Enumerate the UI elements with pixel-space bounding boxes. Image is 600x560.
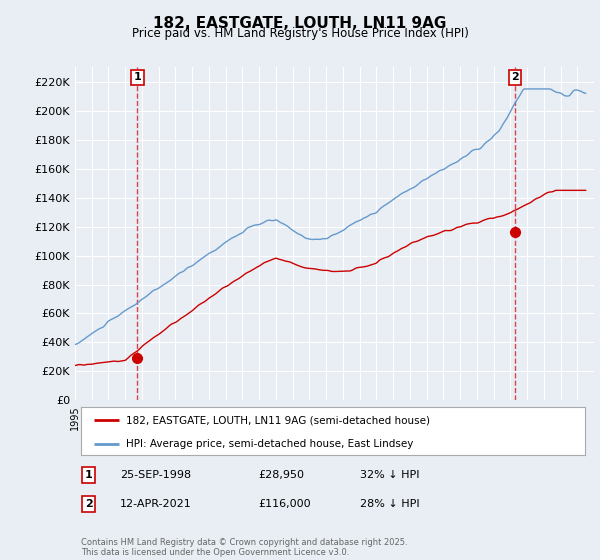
Text: 182, EASTGATE, LOUTH, LN11 9AG (semi-detached house): 182, EASTGATE, LOUTH, LN11 9AG (semi-det… (127, 416, 430, 426)
Text: £116,000: £116,000 (258, 499, 311, 509)
Text: 1: 1 (134, 72, 142, 82)
Text: 12-APR-2021: 12-APR-2021 (120, 499, 192, 509)
Text: Contains HM Land Registry data © Crown copyright and database right 2025.
This d: Contains HM Land Registry data © Crown c… (81, 538, 407, 557)
Text: Price paid vs. HM Land Registry's House Price Index (HPI): Price paid vs. HM Land Registry's House … (131, 27, 469, 40)
Text: 2: 2 (511, 72, 519, 82)
Text: 32% ↓ HPI: 32% ↓ HPI (360, 470, 419, 480)
Text: HPI: Average price, semi-detached house, East Lindsey: HPI: Average price, semi-detached house,… (127, 439, 414, 449)
Text: 2: 2 (85, 499, 92, 509)
Text: 25-SEP-1998: 25-SEP-1998 (120, 470, 191, 480)
Text: 28% ↓ HPI: 28% ↓ HPI (360, 499, 419, 509)
Text: £28,950: £28,950 (258, 470, 304, 480)
Text: 182, EASTGATE, LOUTH, LN11 9AG: 182, EASTGATE, LOUTH, LN11 9AG (154, 16, 446, 31)
Text: 1: 1 (85, 470, 92, 480)
